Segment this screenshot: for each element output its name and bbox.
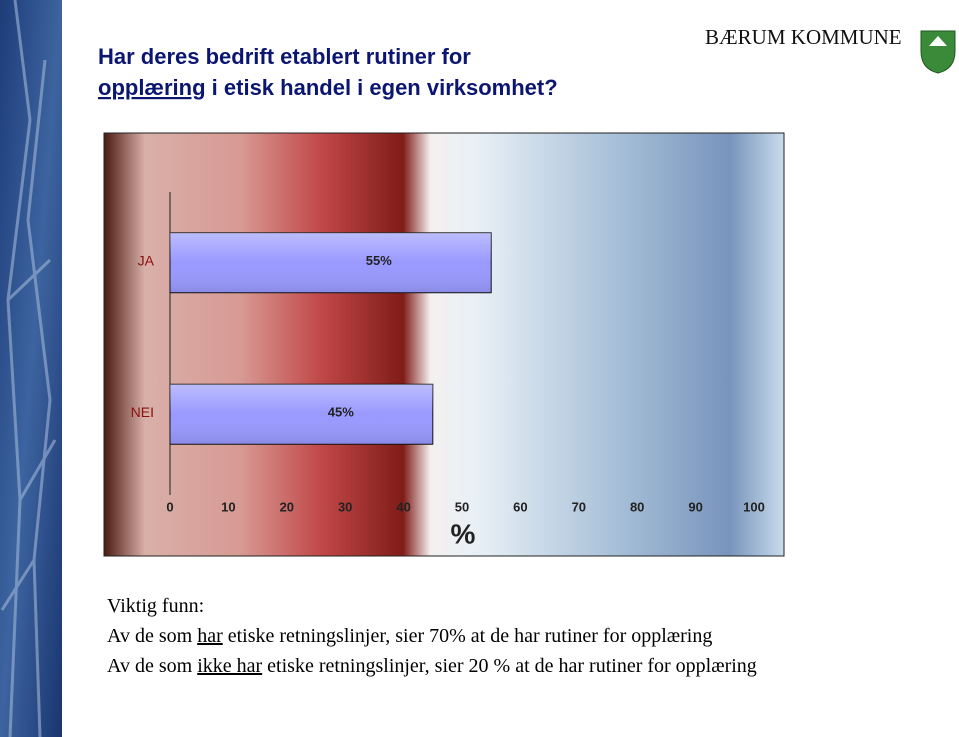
finding-text: etiske retningslinjer, sier 70% at de ha…	[228, 625, 713, 647]
finding-text: etiske retningslinjer, sier 20 % at de h…	[267, 655, 757, 677]
finding-text: Av de som	[107, 625, 193, 647]
x-tick-label: 40	[396, 499, 410, 514]
y-tick-label: JA	[138, 252, 155, 268]
side-strip	[0, 0, 62, 737]
x-tick-label: 0	[166, 499, 173, 514]
finding: Av de som ikke har etiske retningslinjer…	[107, 655, 757, 677]
chart: 0 10 20 30 40 50 60 70 80 90 100% 55% JA 45% NEI	[131, 192, 765, 549]
value-label: 45%	[328, 405, 354, 420]
logo-shield	[920, 30, 956, 74]
value-label: 55%	[366, 253, 392, 268]
x-axis-label: %	[451, 518, 476, 549]
x-tick-label: 30	[338, 499, 352, 514]
finding: Av de som har etiske retningslinjer, sie…	[107, 625, 712, 647]
x-tick-label: 60	[513, 499, 527, 514]
bar-shade	[170, 384, 433, 445]
x-tick-label: 90	[688, 499, 702, 514]
x-tick-label: 70	[572, 499, 586, 514]
finding-text: Av de som	[107, 655, 193, 677]
title-rest: i etisk handel i egen virksomhet?	[212, 75, 558, 100]
tree-pattern	[0, 0, 57, 737]
title-underlined: opplæring	[98, 75, 206, 100]
x-tick-label: 50	[455, 499, 469, 514]
x-tick-label: 10	[221, 499, 235, 514]
y-tick-label: NEI	[131, 404, 154, 420]
finding-underlined: har	[197, 625, 223, 647]
title: opplæring i etisk handel i egen virksomh…	[98, 75, 558, 100]
logo-text: BÆRUM KOMMUNE	[705, 25, 902, 49]
x-tick-label: 80	[630, 499, 644, 514]
logo-mark	[929, 36, 947, 46]
finding-underlined: ikke har	[197, 655, 262, 677]
title: Har deres bedrift etablert rutiner for	[98, 44, 471, 69]
x-tick-label: 20	[280, 499, 294, 514]
findings-heading: Viktig funn:	[107, 595, 204, 617]
bar-shade	[170, 232, 492, 293]
chart-frame	[103, 132, 785, 557]
x-tick-label: 100	[743, 499, 765, 514]
